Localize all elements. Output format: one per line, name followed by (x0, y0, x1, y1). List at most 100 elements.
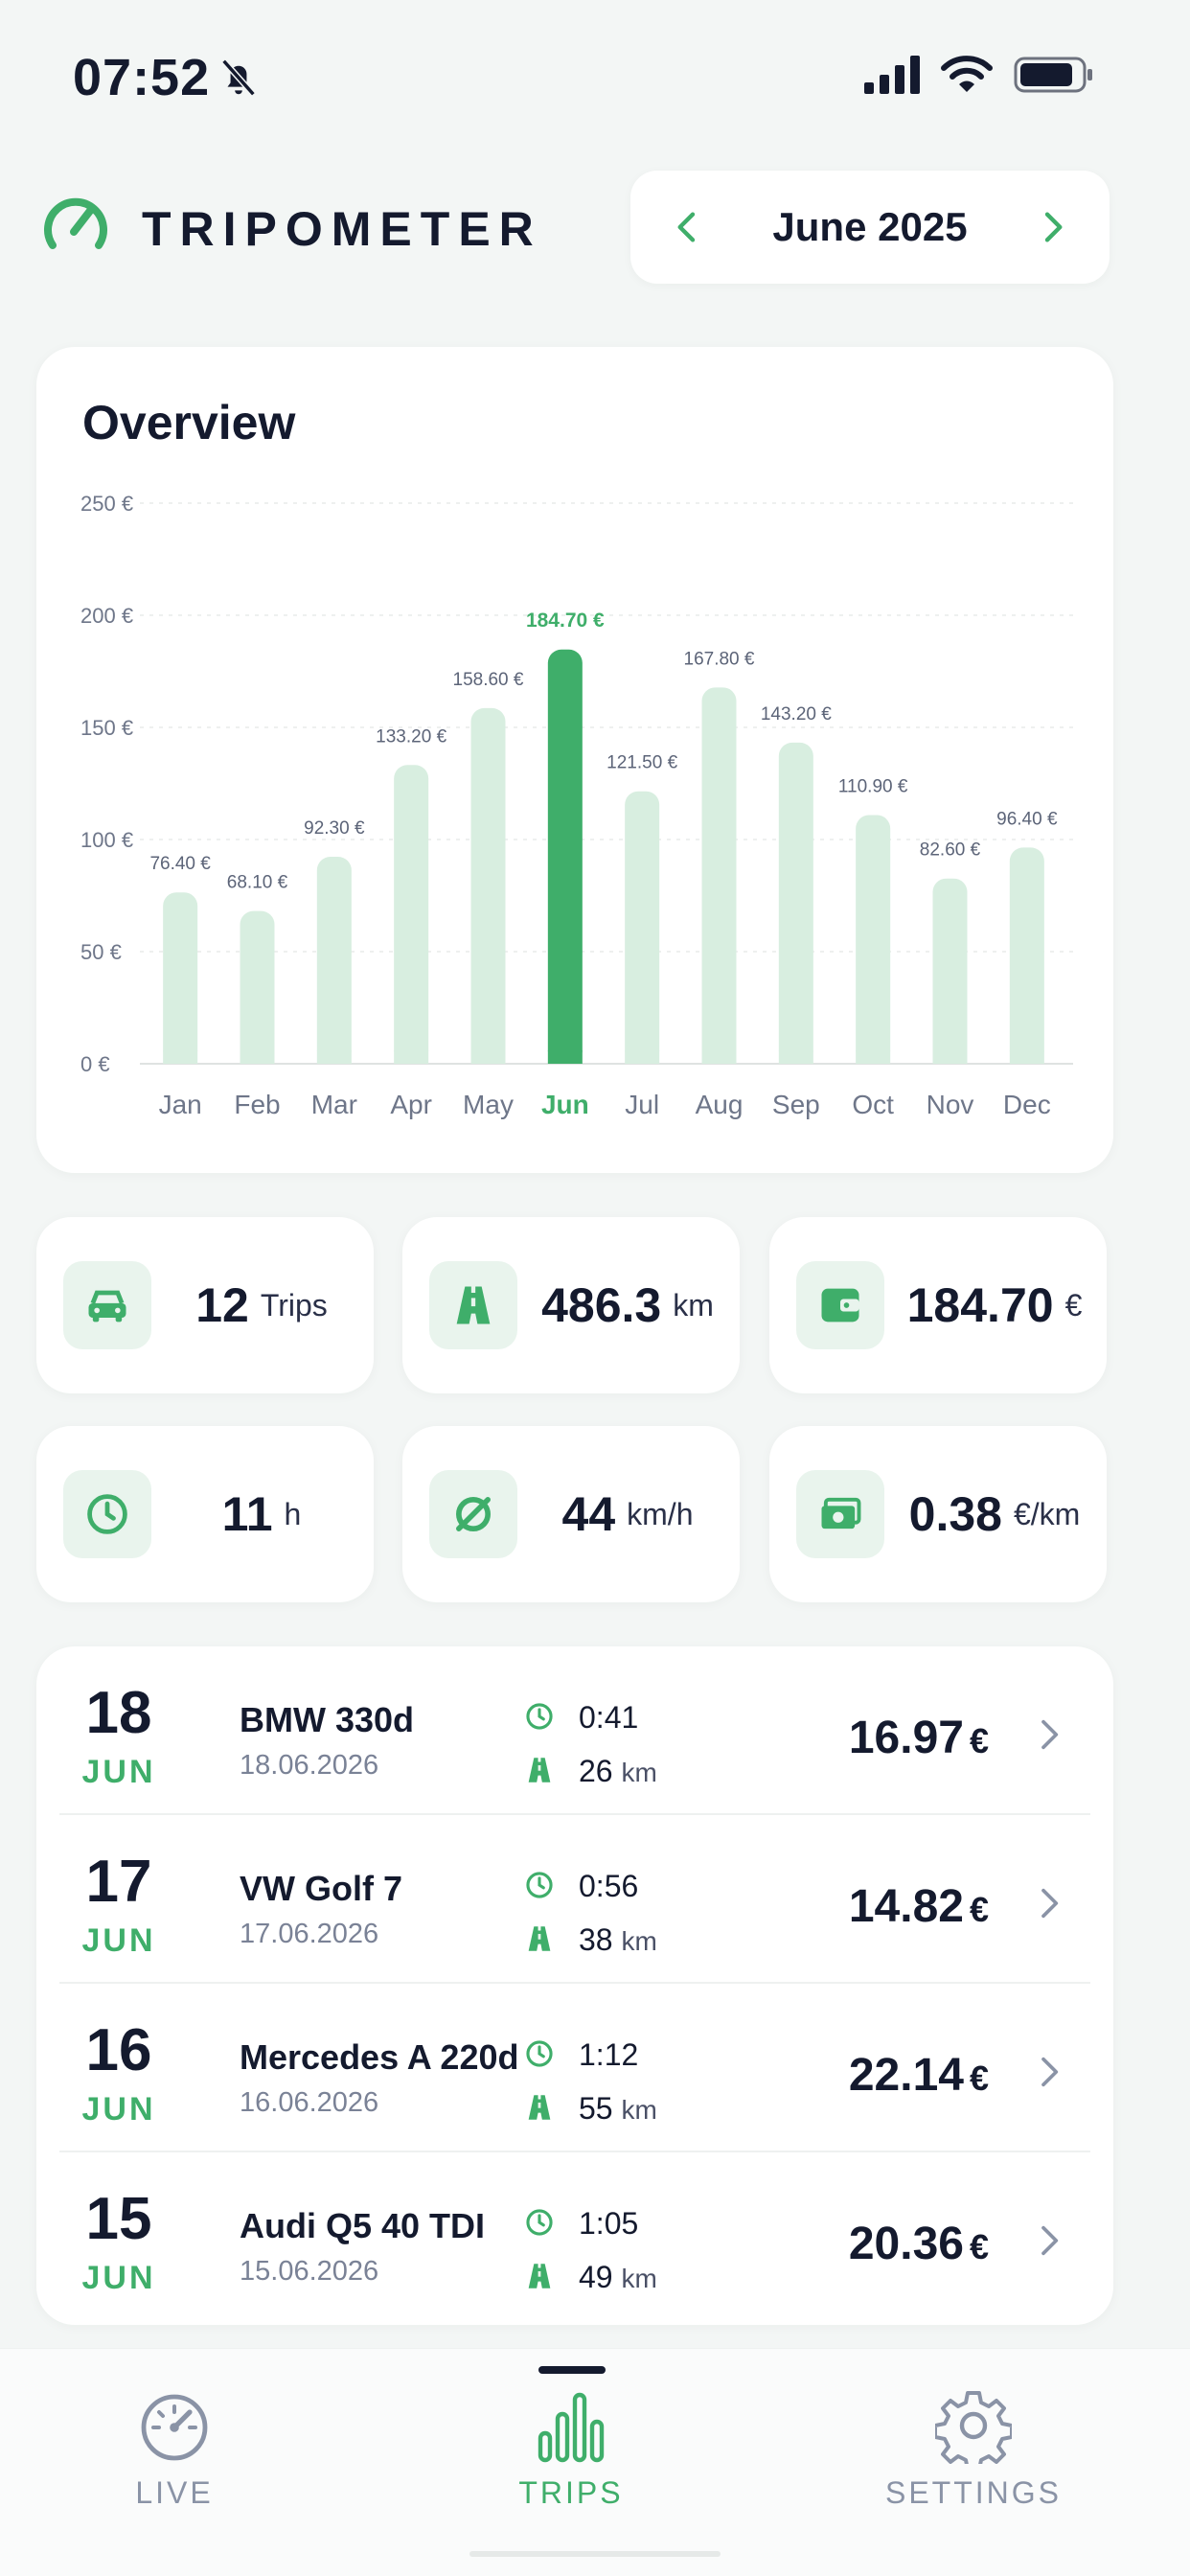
y-tick-label: 150 € (80, 716, 133, 740)
battery-icon (1014, 57, 1092, 93)
bar-value-label: 82.60 € (920, 840, 981, 861)
wallet-icon (796, 1261, 884, 1349)
trip-currency: € (969, 2227, 989, 2266)
trip-distance: 38 (579, 1922, 613, 1957)
chevron-left-icon[interactable] (669, 208, 707, 246)
bar-base (316, 1050, 352, 1064)
trip-date: 17.06.2026 (240, 1919, 379, 1949)
trip-row[interactable]: 17 JUN VW Golf 7 17.06.2026 0:56 38 km 14.82 € (36, 1815, 1113, 1984)
trip-distance: 26 (579, 1754, 613, 1788)
bar-value-label: 110.90 € (838, 776, 908, 796)
bar-chart-icon (538, 2392, 605, 2463)
gauge-logo-icon (44, 197, 107, 249)
trip-row[interactable]: 18 JUN BMW 330d 18.06.2026 0:41 26 km 16.97 € (36, 1646, 1113, 1815)
x-tick-label: Aug (696, 1090, 744, 1119)
tab-trips[interactable]: TRIPS (446, 2387, 696, 2511)
stat-value-group: 486.3 km (533, 1217, 722, 1393)
trip-cost-group: 20.36 € (849, 2218, 989, 2270)
tab-live[interactable]: LIVE (50, 2387, 299, 2511)
bar-feb[interactable] (240, 910, 275, 1064)
money-icon (796, 1470, 884, 1558)
bar-base (547, 1050, 583, 1064)
trip-distance-unit: km (621, 1758, 657, 1787)
trip-distance-group: 26 km (579, 1754, 657, 1789)
stat-tile-average: 44 km/h (402, 1426, 740, 1602)
stat-value: 184.70 (906, 1278, 1054, 1332)
x-tick-label: Jun (541, 1090, 589, 1119)
stat-value: 12 (195, 1278, 249, 1332)
stat-unit: h (284, 1496, 302, 1531)
car-icon (63, 1261, 151, 1349)
chevron-right-icon[interactable] (1029, 1715, 1067, 1754)
bar-dec[interactable] (1009, 847, 1044, 1064)
bar-base (163, 1050, 198, 1064)
tab-live-label: LIVE (135, 2475, 214, 2510)
tab-settings[interactable]: SETTINGS (849, 2387, 1098, 2511)
y-tick-label: 100 € (80, 828, 133, 852)
bar-jan[interactable] (163, 892, 198, 1064)
bar-oct[interactable] (856, 815, 891, 1064)
overview-title: Overview (82, 396, 296, 449)
trip-day: 17 (85, 1849, 152, 1915)
bar-jul[interactable] (625, 791, 660, 1064)
road-icon (523, 1754, 556, 1786)
active-tab-indicator (538, 2366, 606, 2374)
stat-value-group: 184.70 € (900, 1217, 1089, 1393)
x-tick-label: Mar (311, 1090, 357, 1119)
trip-distance-group: 38 km (579, 1922, 657, 1958)
bar-nov[interactable] (932, 878, 968, 1064)
trip-month: JUN (81, 1922, 156, 1959)
stat-unit: km (673, 1287, 714, 1322)
stat-tile-clock: 11 h (36, 1426, 374, 1602)
bar-sep[interactable] (778, 742, 813, 1064)
bar-mar[interactable] (316, 857, 352, 1064)
trip-date: 16.06.2026 (240, 2087, 379, 2118)
trip-cost: 22.14 (848, 2050, 964, 2101)
chevron-right-icon[interactable] (1029, 2053, 1067, 2091)
average-icon (429, 1470, 517, 1558)
speedometer-icon (141, 2394, 208, 2461)
trip-distance-unit: km (621, 2095, 657, 2125)
x-tick-label: Apr (390, 1090, 432, 1119)
x-tick-label: Feb (234, 1090, 280, 1119)
trip-row[interactable]: 16 JUN Mercedes A 220d 16.06.2026 1:12 55 km 2… (36, 1984, 1113, 2152)
row-divider (59, 2150, 1090, 2152)
bar-value-label: 96.40 € (996, 809, 1058, 829)
trip-distance: 49 (579, 2260, 613, 2294)
trip-cost: 14.82 (848, 1881, 964, 1932)
trip-cost-group: 16.97 € (849, 1712, 989, 1764)
chevron-right-icon[interactable] (1033, 208, 1071, 246)
trip-car-name: Mercedes A 220d (240, 2037, 519, 2077)
stat-tile-money: 0.38 €/km (769, 1426, 1107, 1602)
stat-unit: € (1064, 1287, 1083, 1322)
bar-apr[interactable] (394, 765, 429, 1064)
bar-value-label: 92.30 € (304, 818, 365, 839)
x-tick-label: Nov (927, 1090, 974, 1119)
x-tick-label: Sep (772, 1090, 820, 1119)
bar-jun[interactable] (547, 649, 583, 1064)
clock-icon (523, 2206, 556, 2239)
monthly-cost-chart: 0 € 50 € 100 € 150 € 200 € 250 € 76.40 € Jan 68.… (80, 492, 1073, 1119)
bar-base (778, 1050, 813, 1064)
trip-distance-group: 55 km (579, 2091, 657, 2127)
trip-month: JUN (81, 2091, 156, 2128)
x-tick-label: Oct (852, 1090, 894, 1119)
bar-value-label: 184.70 € (526, 610, 605, 632)
tab-bar: LIVE TRIPS SETTINGS (0, 2348, 1190, 2576)
chevron-right-icon[interactable] (1029, 1884, 1067, 1922)
status-bar: 07:52 (0, 0, 1190, 144)
stat-tile-wallet: 184.70 € (769, 1217, 1107, 1393)
clock-icon (523, 1869, 556, 1901)
trip-month: JUN (81, 2260, 156, 2296)
trip-row[interactable]: 15 JUN Audi Q5 40 TDI 15.06.2026 1:05 49 km 20… (36, 2152, 1113, 2321)
chevron-right-icon[interactable] (1029, 2221, 1067, 2260)
bar-value-label: 143.20 € (761, 704, 832, 724)
clock-icon (63, 1470, 151, 1558)
road-icon (523, 1922, 556, 1955)
app-title: TRIPOMETER (142, 202, 542, 256)
stat-value-group: 11 h (167, 1426, 356, 1602)
stat-unit: Trips (260, 1287, 328, 1322)
bar-base (625, 1050, 660, 1064)
bar-aug[interactable] (701, 687, 737, 1064)
bar-may[interactable] (470, 707, 506, 1064)
